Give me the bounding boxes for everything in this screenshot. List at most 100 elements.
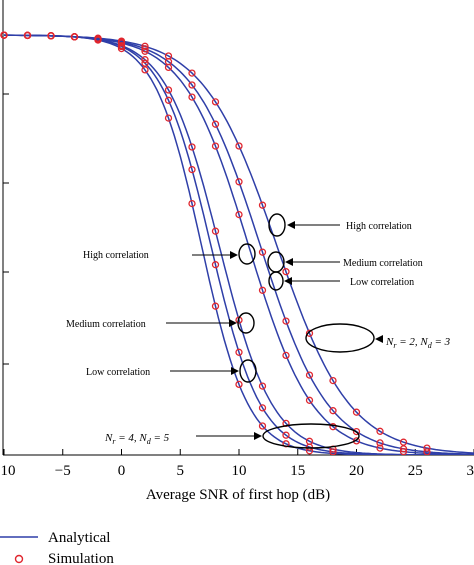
simulation-point-nr4-medium	[282, 431, 290, 439]
simulation-point-nr4-high	[211, 227, 220, 235]
x-tick-label: 0	[118, 463, 126, 479]
simulation-point-nr2-high	[141, 42, 149, 50]
simulation-point-nr4-low	[188, 199, 196, 208]
simulation-point-nr2-high	[282, 268, 290, 276]
simulation-point-nr4-low	[117, 44, 126, 53]
group-label-nr2-pre: N	[385, 336, 394, 348]
simulation-point-nr2-low	[188, 93, 196, 101]
simulation-point-nr2-medium	[211, 120, 220, 128]
simulation-point-nr2-low	[376, 444, 384, 452]
group-ellipse-nr2	[305, 323, 375, 353]
x-axis-title: Average SNR of first hop (dB)	[146, 487, 330, 503]
highlight-ellipse-medium-left	[237, 312, 255, 334]
simulation-point-nr4-low	[23, 31, 32, 39]
simulation-point-nr4-high	[258, 382, 267, 390]
highlight-ellipse-low-right	[268, 271, 284, 291]
simulation-point-nr2-low	[235, 210, 243, 219]
group-label-nr2-mid: = 2, N	[396, 336, 428, 348]
group-label-nr2: Nr = 2, Nd = 3	[385, 336, 451, 350]
simulation-point-nr2-low	[352, 437, 361, 445]
simulation-point-nr2-medium	[282, 317, 290, 325]
simulation-point-nr4-medium	[164, 96, 173, 104]
highlight-ellipse-high-right	[268, 213, 286, 237]
highlight-ellipse-medium-right	[267, 251, 285, 273]
x-tick-label: 20	[349, 463, 364, 479]
x-tick-label: 3	[467, 463, 474, 479]
legend-label-simulation: Simulation	[48, 551, 114, 565]
group-label-nr4: Nr = 4, Nd = 5	[104, 432, 170, 446]
annotation-low-left: Low correlation	[86, 367, 150, 378]
simulation-point-nr2-high	[258, 201, 267, 209]
simulation-point-nr2-high	[352, 408, 361, 416]
simulation-point-nr4-high	[141, 56, 149, 64]
simulation-point-nr2-high	[235, 142, 243, 150]
x-tick-label: 10	[1, 463, 16, 479]
simulation-point-nr2-medium	[188, 81, 196, 89]
simulation-point-nr2-high	[329, 376, 337, 385]
simulation-markers	[0, 31, 431, 455]
analytical-curve-nr2-medium	[4, 34, 474, 455]
group-label-nr2-post: = 3	[432, 336, 451, 348]
simulation-point-nr2-low	[329, 423, 337, 431]
x-tick-label: 5	[177, 463, 185, 479]
analytical-curve-nr4-medium	[4, 34, 474, 455]
group-ellipse-nr4	[262, 423, 360, 449]
group-label-nr2-sub1: r	[393, 341, 397, 350]
simulation-point-nr4-medium	[141, 59, 149, 67]
simulation-point-nr2-medium	[141, 45, 149, 53]
x-tick-label: 15	[290, 463, 305, 479]
simulation-point-nr4-low	[47, 32, 55, 40]
simulation-point-nr4-low	[141, 66, 149, 74]
simulation-point-nr2-medium	[352, 427, 361, 436]
legend-label-analytical: Analytical	[48, 530, 110, 546]
simulation-point-nr2-low	[305, 396, 314, 404]
simulation-point-nr4-medium	[329, 448, 337, 455]
simulation-point-nr4-medium	[211, 261, 220, 269]
group-label-nr4-post: = 5	[151, 432, 170, 444]
simulation-point-nr2-medium	[329, 407, 337, 415]
group-label-nr4-pre: N	[104, 432, 113, 444]
simulation-point-nr2-high	[188, 69, 196, 77]
simulation-point-nr4-low	[0, 31, 8, 39]
simulation-point-nr2-low	[399, 447, 408, 455]
annotation-high-right: High correlation	[346, 221, 412, 232]
simulation-point-nr2-medium	[305, 371, 314, 379]
group-label-nr4-sub1: r	[112, 437, 116, 446]
simulation-point-nr2-high	[423, 444, 431, 452]
highlight-ellipse-high-left	[238, 243, 256, 265]
simulation-point-nr2-medium	[399, 445, 408, 453]
x-axis-ticks: 10 −5 0 5 10 15 20 25 3	[1, 449, 474, 479]
group-label-nr2-sub2: d	[428, 341, 433, 350]
simulation-point-nr2-high	[305, 329, 314, 337]
simulation-point-nr4-low	[94, 36, 102, 44]
analytical-curve-nr2-low	[4, 34, 474, 455]
simulation-point-nr4-low	[258, 422, 267, 430]
simulation-point-nr2-medium	[235, 178, 243, 186]
simulation-point-nr2-high	[211, 98, 220, 106]
group-label-nr4-sub2: d	[147, 437, 152, 446]
simulation-point-nr2-medium	[258, 248, 267, 256]
annotations: High correlation Medium correlation Low …	[66, 213, 451, 449]
simulation-point-nr2-low	[258, 286, 267, 294]
annotation-low-right: Low correlation	[350, 277, 414, 288]
simulation-point-nr4-medium	[305, 443, 314, 451]
simulation-point-nr2-low	[164, 63, 173, 72]
simulation-point-nr2-low	[282, 351, 290, 360]
group-label-nr4-mid: = 4, N	[115, 432, 147, 444]
simulation-point-nr4-medium	[117, 42, 126, 51]
x-tick-label: −5	[55, 463, 71, 479]
curves	[4, 34, 474, 455]
annotation-high-left: High correlation	[83, 250, 149, 261]
simulation-point-nr4-medium	[235, 348, 243, 356]
annotation-medium-right: Medium correlation	[343, 258, 423, 269]
simulation-point-nr4-medium	[188, 165, 196, 174]
analytical-curve-nr2-high	[4, 34, 474, 454]
legend: Analytical Simulation	[0, 530, 114, 565]
simulation-point-nr4-high	[164, 86, 173, 94]
simulation-point-nr4-low	[211, 302, 220, 310]
simulation-point-nr2-low	[211, 142, 220, 150]
simulation-point-nr4-low	[235, 380, 243, 389]
legend-circle-swatch	[14, 554, 24, 564]
simulation-point-nr4-high	[188, 143, 196, 151]
